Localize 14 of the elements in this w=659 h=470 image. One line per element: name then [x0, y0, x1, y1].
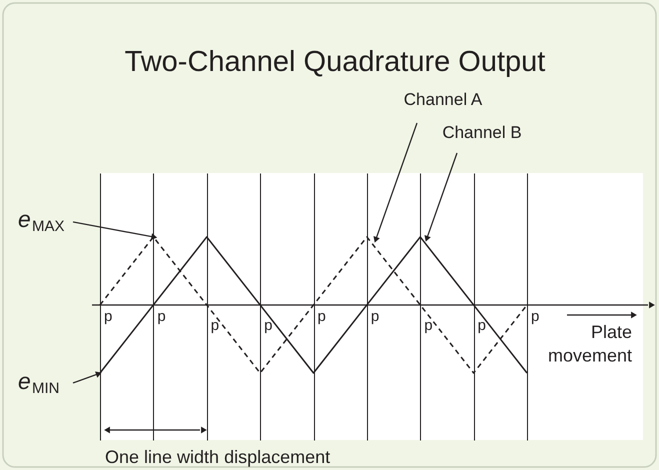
annotation: p [157, 308, 166, 325]
annotation: p [531, 308, 540, 325]
annotation: p [104, 308, 112, 325]
annotation: p [318, 308, 326, 325]
text: Channel B [442, 123, 522, 142]
text: One line width displacement [105, 447, 330, 467]
annotation: p [424, 316, 433, 334]
annotation: p [264, 316, 272, 334]
annotation: p [210, 316, 220, 334]
annotation: p [370, 308, 380, 325]
x-axis-title: Plate movement [548, 322, 632, 366]
text: Channel A [404, 90, 483, 109]
chart-title: Two-Channel Quadrature Output [124, 46, 546, 78]
annotation: p [478, 316, 486, 334]
